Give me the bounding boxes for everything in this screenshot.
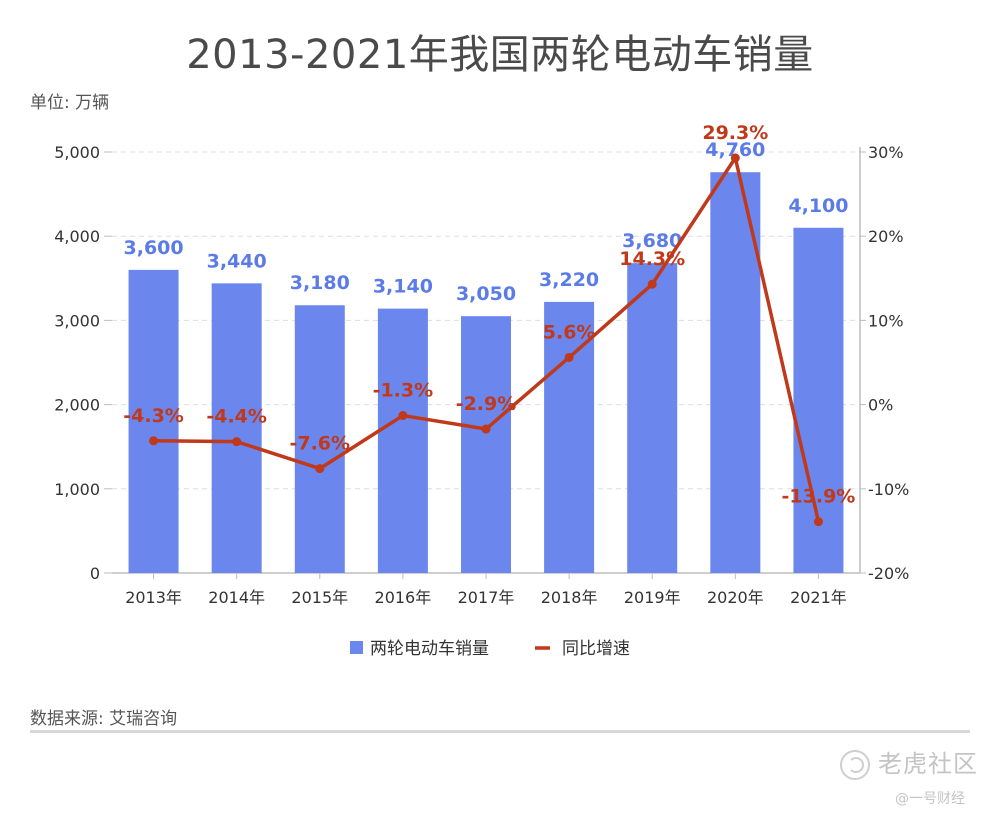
growth-value-label: 5.6% [543,321,596,343]
bar [211,283,262,573]
legend-bar-swatch [350,641,363,654]
bar [544,301,595,573]
left-tick-label: 3,000 [54,311,100,330]
bar [128,269,179,573]
growth-value-label: -4.3% [123,405,184,427]
x-tick-label: 2021年 [790,588,847,607]
x-tick-label: 2020年 [707,588,764,607]
bar-value-label: 3,050 [456,283,516,305]
bar [377,308,428,573]
source-note: 数据来源: 艾瑞咨询 [30,709,178,729]
bar [294,305,345,573]
tiger-logo-icon [840,750,870,780]
growth-point [315,464,325,474]
right-tick-label: -10% [868,480,909,499]
bar-value-label: 3,220 [539,269,599,291]
bar [710,172,761,573]
left-tick-label: 0 [90,564,100,583]
bar-value-label: 3,680 [622,230,682,252]
bar-value-label: 3,140 [373,276,433,298]
unit-label: 单位: 万辆 [30,93,110,113]
legend-line-label: 同比增速 [562,639,630,659]
bar [461,316,511,573]
growth-point [813,517,823,527]
legend-bar-label: 两轮电动车销量 [370,639,489,659]
growth-point [232,437,242,447]
bar-value-label: 3,180 [290,272,350,294]
right-tick-label: 30% [868,143,904,162]
brand-text: 老虎社区 [878,750,978,778]
growth-value-label: 29.3% [702,122,768,144]
growth-value-label: 14.3% [619,248,685,270]
x-tick-label: 2018年 [541,588,598,607]
growth-point [149,436,159,446]
growth-point [647,279,657,289]
growth-point [398,411,408,421]
x-tick-label: 2015年 [291,588,348,607]
x-tick-label: 2016年 [375,588,432,607]
bar-value-label: 4,760 [705,139,765,161]
left-tick-label: 5,000 [54,143,100,162]
growth-value-label: -13.9% [782,486,856,508]
bar-value-label: 3,600 [124,237,184,259]
right-tick-label: -20% [868,564,909,583]
left-tick-label: 4,000 [54,227,100,246]
bar-value-label: 3,440 [207,250,267,272]
growth-value-label: -2.9% [456,393,517,415]
author-handle: @一号财经 [895,791,965,807]
right-tick-label: 0% [868,396,893,415]
growth-point [481,424,491,434]
growth-point [564,352,574,362]
left-tick-label: 1,000 [54,480,100,499]
growth-value-label: -4.4% [206,406,267,428]
footer-divider [30,730,970,733]
x-tick-label: 2014年 [208,588,265,607]
bar [627,263,678,573]
x-tick-label: 2013年 [125,588,182,607]
x-tick-label: 2019年 [624,588,681,607]
brand-watermark: 老虎社区 [840,744,978,780]
x-tick-label: 2017年 [458,588,515,607]
right-tick-label: 20% [868,227,904,246]
right-tick-label: 10% [868,311,904,330]
left-tick-label: 2,000 [54,396,100,415]
growth-point [730,153,740,163]
bar-value-label: 4,100 [788,195,848,217]
growth-value-label: -1.3% [373,380,434,402]
growth-value-label: -7.6% [289,433,350,455]
chart-title: 2013-2021年我国两轮电动车销量 [186,32,814,78]
